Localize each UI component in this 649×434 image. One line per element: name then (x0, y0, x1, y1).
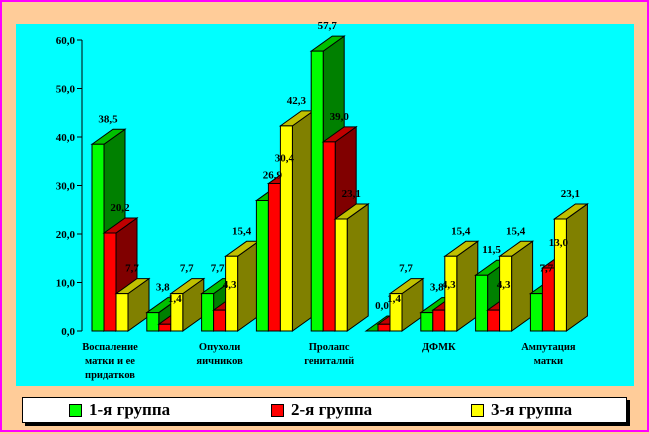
bar-front (389, 293, 403, 332)
data-label: 26,9 (263, 170, 283, 182)
data-label: 15,4 (232, 225, 252, 237)
bar-front (146, 312, 160, 332)
data-label: 39,0 (330, 111, 350, 123)
category-label: матки и ее (85, 356, 135, 367)
bar-front (334, 218, 348, 332)
bar-front (279, 125, 293, 332)
data-label: 30,4 (275, 153, 295, 165)
bar-3-1 (114, 277, 151, 332)
bar-3-3 (224, 240, 261, 332)
data-label: 42,3 (287, 95, 307, 107)
bar-front (170, 293, 184, 332)
category-label: Опухоли (199, 342, 240, 353)
data-label: 0,0 (375, 300, 389, 312)
bar-front (115, 293, 129, 332)
data-label: 7,7 (180, 263, 194, 275)
bar-front (553, 218, 567, 332)
category-label: гениталий (304, 356, 354, 367)
data-label: 15,4 (506, 225, 526, 237)
data-label: 4,3 (223, 279, 237, 291)
data-label: 7,7 (125, 263, 139, 275)
data-label: 23,1 (342, 188, 361, 200)
category-label: яичников (196, 356, 243, 367)
data-label: 13,0 (549, 237, 569, 249)
y-tick-label: 0,0 (61, 326, 75, 338)
y-tick-label: 50,0 (56, 84, 76, 96)
bar-3-2 (169, 277, 206, 332)
bar-side (456, 240, 479, 332)
data-label: 7,7 (540, 263, 554, 275)
category-label: Ампутация (521, 342, 576, 353)
category-label: ДФМК (422, 342, 456, 353)
legend-item-1: 1-я группа (69, 400, 170, 420)
y-tick-label: 20,0 (56, 229, 76, 241)
bar-front (475, 274, 489, 332)
bar-front (487, 309, 501, 332)
data-label: 4,3 (497, 279, 511, 291)
legend-label: 1-я группа (89, 400, 171, 419)
bar-front (201, 293, 215, 332)
category-label: Пролапс (309, 342, 350, 353)
legend-item-2: 2-я группа (271, 400, 372, 420)
bar-front (541, 267, 555, 332)
data-label: 7,7 (399, 263, 413, 275)
bar-side (237, 240, 260, 332)
category-label: матки (534, 356, 563, 367)
bar-front (213, 309, 227, 332)
bar-front (158, 323, 172, 332)
bar-front (444, 255, 458, 332)
data-label: 7,7 (211, 263, 225, 275)
y-tick-label: 40,0 (56, 132, 76, 144)
category-label: Воспаление (82, 342, 138, 353)
bar-front (267, 183, 281, 332)
bar-front (529, 293, 543, 332)
bar-3-4 (278, 109, 315, 332)
y-tick-label: 60,0 (56, 35, 76, 47)
data-label: 3,8 (156, 282, 170, 294)
bar-front (310, 50, 324, 332)
data-label: 23,1 (561, 188, 580, 200)
data-label: 11,5 (482, 244, 501, 256)
legend-label: 3-я группа (491, 400, 573, 419)
y-tick-label: 30,0 (56, 181, 76, 193)
bar-front (225, 255, 239, 332)
bar-side (346, 202, 369, 332)
legend-label: 2-я группа (291, 400, 373, 419)
legend: 1-я группа 2-я группа 3-я группа (22, 397, 627, 423)
legend-swatch-green (69, 403, 82, 417)
bar-3-8 (498, 240, 535, 332)
bar-3-5 (333, 202, 370, 332)
data-label: 57,7 (318, 20, 338, 32)
data-label: 4,3 (442, 279, 456, 291)
bar-front (103, 232, 117, 332)
bar-front (255, 200, 269, 332)
data-label: 38,5 (98, 113, 118, 125)
legend-swatch-red (271, 403, 284, 417)
legend-swatch-yellow (471, 403, 484, 417)
category-label: придатков (85, 370, 135, 381)
data-label: 3,8 (430, 282, 444, 294)
bar-3-7 (443, 240, 480, 332)
data-label: 15,4 (451, 225, 471, 237)
bar-side (565, 202, 588, 332)
bar-front (91, 143, 105, 332)
data-label: 1,4 (387, 293, 401, 305)
bar-side (291, 109, 314, 332)
bar-3-9 (552, 202, 589, 332)
bar-side (511, 240, 534, 332)
legend-item-3: 3-я группа (471, 400, 572, 420)
bar-front (377, 323, 391, 332)
bar-front (420, 312, 434, 332)
y-tick-label: 10,0 (56, 278, 76, 290)
bar-front (499, 255, 513, 332)
data-label: 20,2 (110, 202, 130, 214)
data-label: 1,4 (168, 293, 182, 305)
bar-front (322, 141, 336, 332)
bar-front (432, 309, 446, 332)
